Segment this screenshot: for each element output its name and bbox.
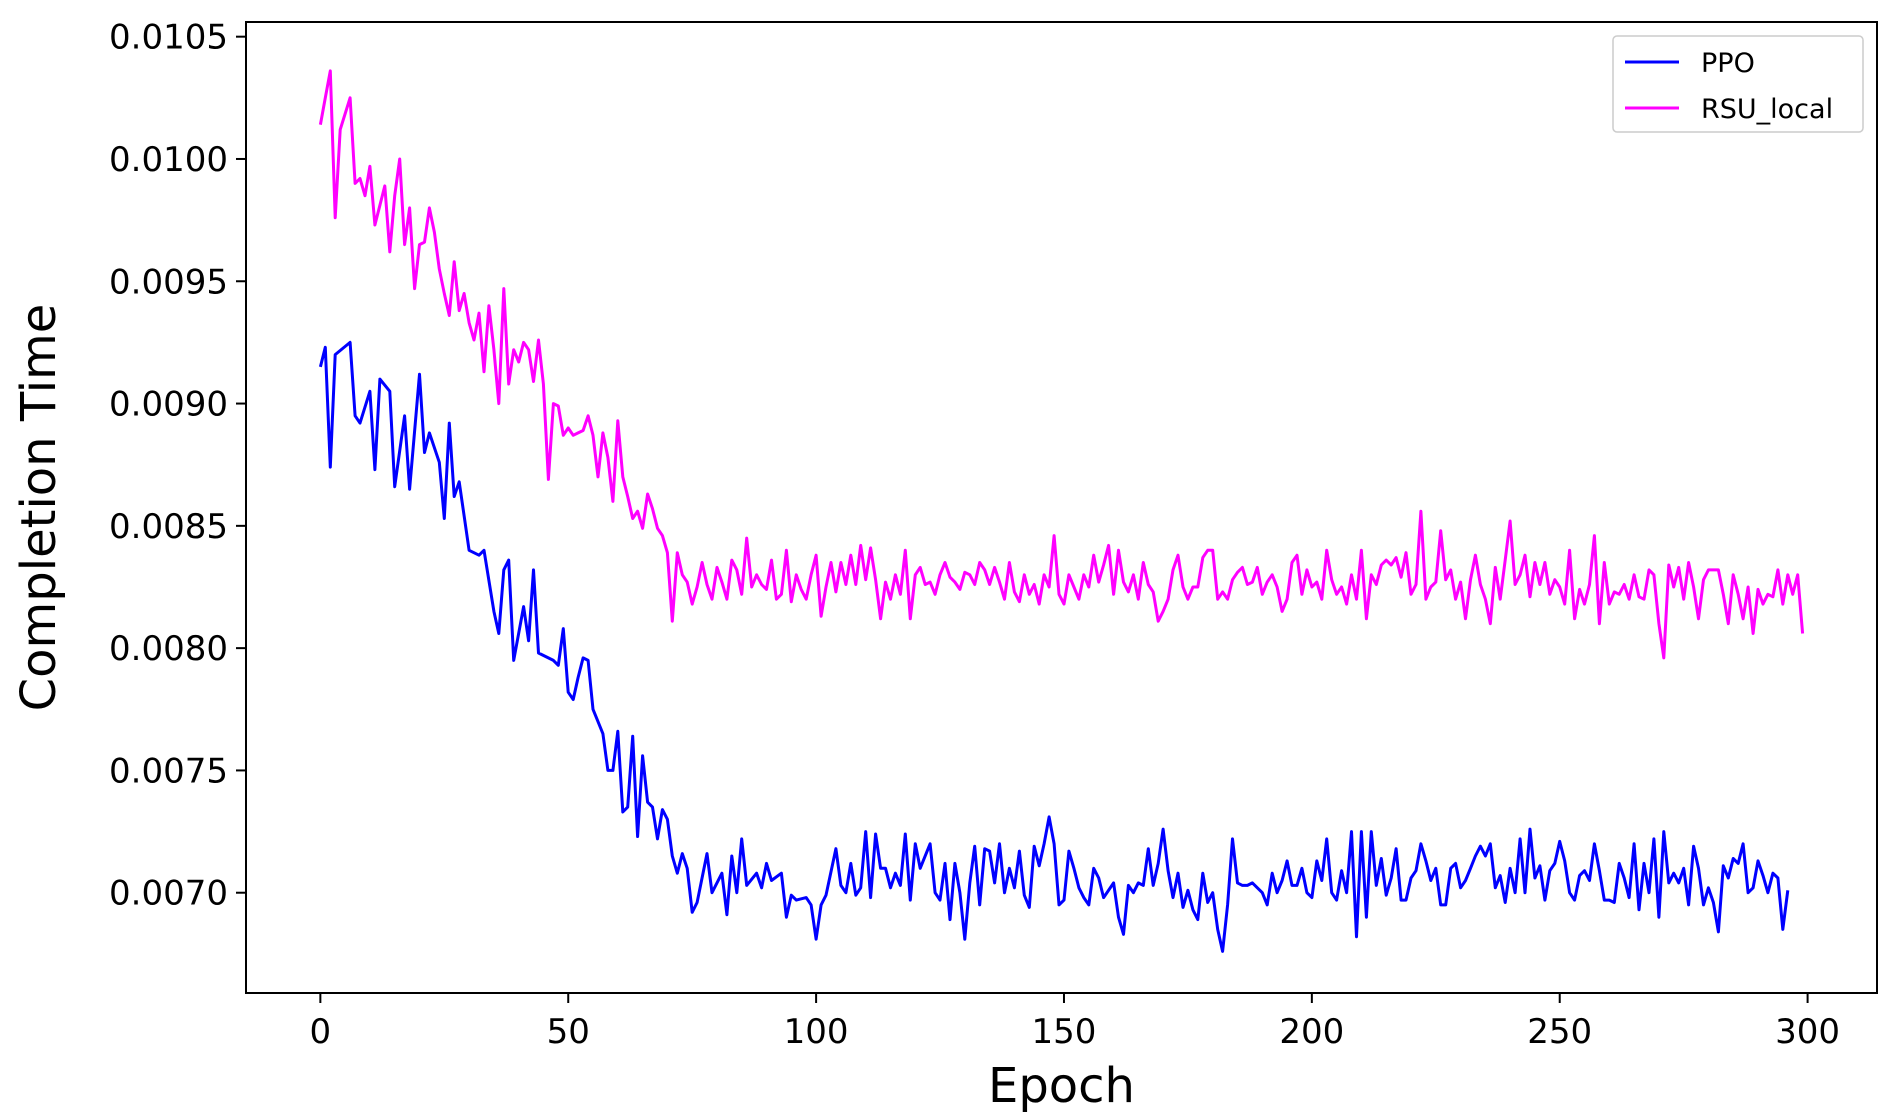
legend-label-ppo: PPO — [1701, 48, 1755, 79]
series-layer — [318, 69, 1805, 953]
series-line-rsu-local — [318, 69, 1805, 660]
legend-label-rsu-local: RSU_local — [1701, 94, 1833, 125]
y-tick-label: 0.0090 — [109, 385, 228, 425]
y-axis-ticks: 0.0070 0.0075 0.0080 0.0085 0.0090 0.0095 0.01… — [109, 18, 246, 914]
x-tick-label: 100 — [784, 1012, 849, 1052]
x-tick-label: 250 — [1527, 1012, 1592, 1052]
y-tick-label: 0.0075 — [109, 751, 228, 791]
x-axis-title: Epoch — [988, 1058, 1135, 1114]
series-line-ppo — [318, 340, 1790, 953]
x-tick-label: 300 — [1775, 1012, 1840, 1052]
x-tick-label: 200 — [1279, 1012, 1344, 1052]
y-tick-label: 0.0085 — [109, 507, 228, 547]
x-tick-label: 0 — [310, 1012, 332, 1052]
y-tick-label: 0.0080 — [109, 629, 228, 669]
x-tick-label: 150 — [1032, 1012, 1097, 1052]
y-tick-label: 0.0070 — [109, 874, 228, 914]
y-tick-label: 0.0100 — [109, 140, 228, 180]
y-axis-title: Completion Time — [11, 304, 67, 712]
plot-area-frame — [245, 21, 1878, 994]
x-axis-ticks: 0 50 100 150 200 250 300 — [310, 993, 1840, 1052]
x-tick-label: 50 — [547, 1012, 590, 1052]
y-tick-label: 0.0095 — [109, 262, 228, 302]
legend: PPO RSU_local — [1612, 35, 1864, 133]
y-tick-label: 0.0105 — [109, 18, 228, 58]
